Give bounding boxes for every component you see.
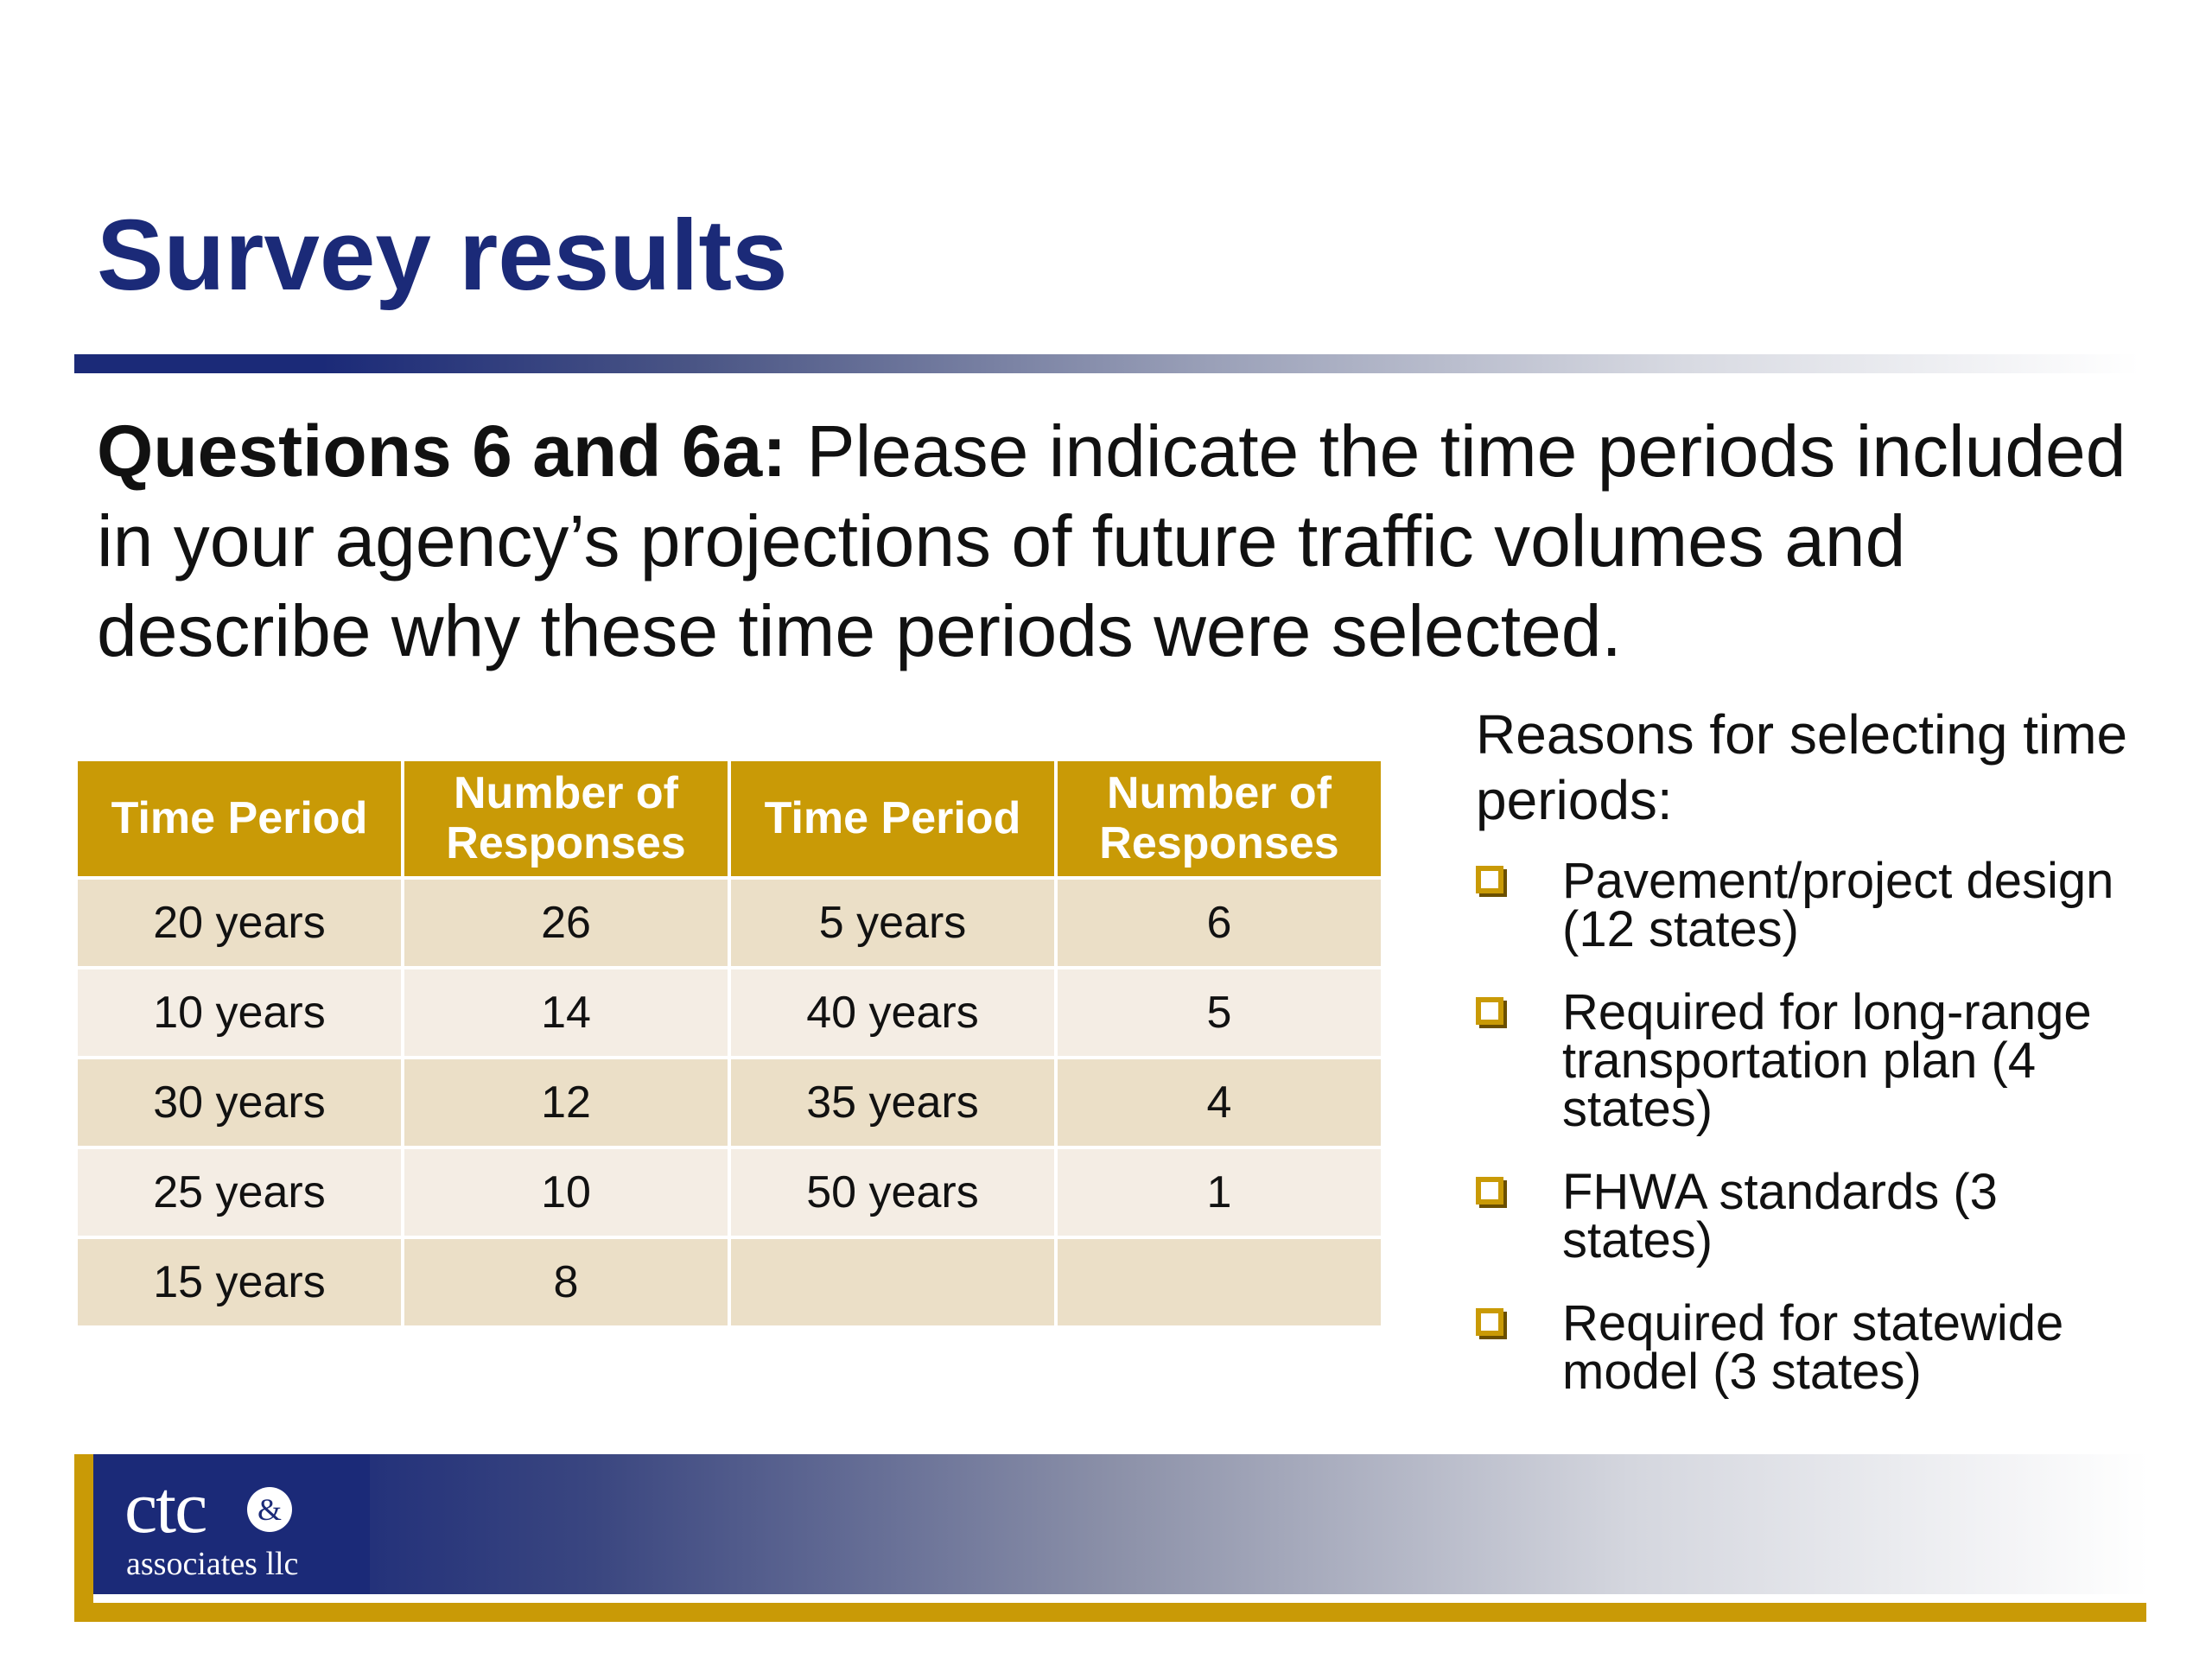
header-responses-2: Number of Responses [1058,761,1381,876]
question-body: Please indicate the time periods include… [97,410,2126,671]
logo-wordmark: ctc [124,1465,207,1548]
table-cell: 1 [1058,1149,1381,1236]
header-time-period-2: Time Period [731,761,1054,876]
checkbox-bullet-icon [1476,1308,1503,1336]
table-cell: 12 [404,1059,728,1146]
table-cell [731,1239,1054,1325]
footer-gradient-band [74,1454,2148,1594]
table-cell: 35 years [731,1059,1054,1146]
table-cell: 25 years [78,1149,401,1236]
checkbox-bullet-icon [1476,997,1503,1025]
reasons-title: Reasons for selecting time periods: [1476,703,2128,831]
table-header-row: Time Period Number of Responses Time Per… [78,761,1381,876]
table-row: 30 years 12 35 years 4 [78,1059,1381,1146]
reason-text: Pavement/project design (12 states) [1562,853,2114,957]
table-cell: 50 years [731,1149,1054,1236]
table-cell: 15 years [78,1239,401,1325]
table-cell: 5 [1058,969,1381,1056]
table-cell: 5 years [731,880,1054,966]
reason-text: Required for long-range transportation p… [1562,984,2092,1137]
table-row: 10 years 14 40 years 5 [78,969,1381,1056]
table-cell: 10 [404,1149,728,1236]
reasons-panel: Reasons for selecting time periods: Pave… [1476,702,2133,1431]
table-cell [1058,1239,1381,1325]
title-divider [74,354,2139,373]
header-time-period-1: Time Period [78,761,401,876]
list-item: Required for long-range transportation p… [1476,988,2133,1135]
table-row: 25 years 10 50 years 1 [78,1149,1381,1236]
table-cell: 14 [404,969,728,1056]
table-row: 20 years 26 5 years 6 [78,880,1381,966]
list-item: Pavement/project design (12 states) [1476,856,2133,955]
logo-ampersand-icon: & [247,1487,292,1532]
checkbox-bullet-icon [1476,866,1503,893]
checkbox-bullet-icon [1476,1177,1503,1205]
table-cell: 40 years [731,969,1054,1056]
slide-title: Survey results [97,199,788,311]
question-label: Questions 6 and 6a: [97,410,787,492]
table-cell: 20 years [78,880,401,966]
table-cell: 30 years [78,1059,401,1146]
table-cell: 4 [1058,1059,1381,1146]
table-cell: 26 [404,880,728,966]
logo-subtitle: associates llc [126,1546,299,1582]
footer-gold-rule [74,1603,2146,1622]
company-logo: ctc & associates llc [102,1454,370,1594]
time-period-table: Time Period Number of Responses Time Per… [74,758,1384,1329]
table-row: 15 years 8 [78,1239,1381,1325]
table-cell: 10 years [78,969,401,1056]
reason-text: FHWA standards (3 states) [1562,1164,1998,1268]
list-item: Required for statewide model (3 states) [1476,1299,2133,1397]
question-text: Questions 6 and 6a: Please indicate the … [97,406,2136,676]
footer-gold-side-rule [74,1454,93,1622]
reasons-list: Pavement/project design (12 states) Requ… [1476,856,2133,1397]
list-item: FHWA standards (3 states) [1476,1167,2133,1266]
table-cell: 6 [1058,880,1381,966]
table-cell: 8 [404,1239,728,1325]
header-responses-1: Number of Responses [404,761,728,876]
reason-text: Required for statewide model (3 states) [1562,1295,2064,1400]
